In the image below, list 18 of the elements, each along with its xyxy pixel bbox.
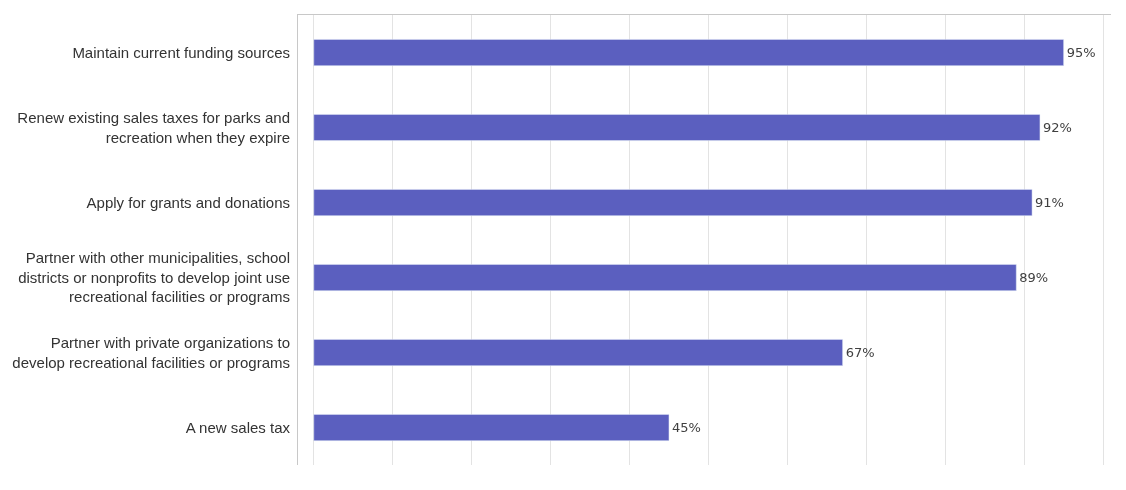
y-tick-label: Partner with private organizations to develop recreational facilities or programs — [12, 334, 290, 371]
bar — [313, 264, 1017, 291]
y-tick-label: Partner with other municipalities, school districts or nonprofits to develop joint use recreational facilities or programs — [18, 249, 290, 306]
data-label: 95% — [1066, 45, 1096, 61]
bar — [313, 114, 1041, 141]
y-tick-label: Apply for grants and donations — [86, 193, 290, 211]
data-label: 45% — [671, 420, 701, 436]
bar — [313, 339, 843, 366]
bar — [313, 189, 1033, 216]
y-tick-label: Maintain current funding sources — [72, 43, 290, 61]
data-label: 67% — [845, 345, 875, 361]
data-label: 91% — [1035, 195, 1064, 211]
y-tick-label: A new sales tax — [185, 418, 291, 436]
data-label: 89% — [1019, 270, 1049, 286]
data-label: 92% — [1042, 120, 1072, 135]
y-tick-label: Renew existing sales taxes for parks and recreation when they expire — [17, 109, 290, 146]
bar — [313, 414, 670, 441]
bar — [313, 39, 1064, 66]
